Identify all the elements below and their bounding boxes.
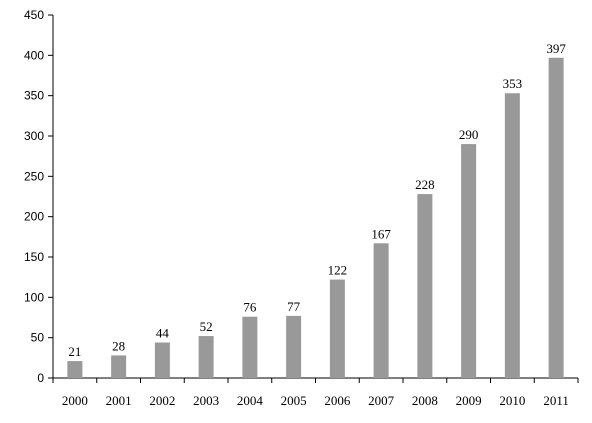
y-tick-label: 250: [24, 169, 44, 183]
x-tick-label: 2002: [149, 393, 175, 408]
bar-2002: [154, 342, 170, 378]
x-tick-label: 2011: [543, 393, 569, 408]
x-axis: 2000 2001 2002 2003 2004 2005 2006 2007 2008 2009…: [52, 377, 579, 408]
bar-2011: [548, 57, 564, 379]
bar-2010: [504, 93, 520, 378]
data-label-2006: 122: [328, 263, 348, 278]
y-axis: 0 50 100 150 200 250 300 350 400 450: [24, 8, 54, 385]
x-tick-label: 2009: [456, 393, 482, 408]
data-label-2008: 228: [415, 177, 435, 192]
bar-2009: [461, 144, 477, 378]
bar-2007: [373, 243, 389, 378]
bar-2004: [242, 316, 258, 378]
data-label-2011: 397: [546, 41, 566, 56]
x-tick-label: 2005: [281, 393, 307, 408]
y-tick-label: 400: [24, 48, 44, 62]
data-label-2000: 21: [68, 344, 81, 359]
bar-2005: [286, 315, 302, 378]
bars: [67, 57, 564, 379]
x-tick-label: 2004: [237, 393, 264, 408]
data-label-2001: 28: [112, 338, 125, 353]
x-tick-label: 2000: [62, 393, 88, 408]
data-label-2003: 52: [200, 319, 213, 334]
data-label-2009: 290: [459, 127, 479, 142]
x-tick-label: 2010: [499, 393, 525, 408]
y-tick-label: 50: [31, 331, 45, 345]
data-label-2010: 353: [503, 76, 523, 91]
bar-2003: [198, 336, 214, 378]
bar-2000: [67, 361, 83, 378]
x-tick-label: 2001: [106, 393, 132, 408]
data-label-2007: 167: [371, 226, 391, 241]
data-label-2004: 76: [243, 300, 257, 315]
y-tick-label: 350: [24, 89, 44, 103]
y-tick-label: 0: [37, 371, 44, 385]
y-tick-label: 300: [24, 129, 44, 143]
bar-2001: [111, 355, 127, 378]
x-tick-label: 2006: [324, 393, 351, 408]
data-label-2002: 44: [156, 326, 170, 341]
y-tick-label: 150: [24, 250, 44, 264]
bar-2008: [417, 194, 433, 378]
x-tick-label: 2007: [368, 393, 395, 408]
y-tick-label: 200: [24, 210, 44, 224]
data-label-2005: 77: [287, 299, 301, 314]
x-tick-label: 2008: [412, 393, 438, 408]
data-labels: 21 28 44 52 76 77 122 167 228 290 353 397: [68, 41, 566, 359]
x-tick-label: 2003: [193, 393, 219, 408]
y-tick-label: 450: [24, 8, 44, 22]
bar-2006: [329, 279, 345, 378]
y-tick-label: 100: [24, 290, 44, 304]
